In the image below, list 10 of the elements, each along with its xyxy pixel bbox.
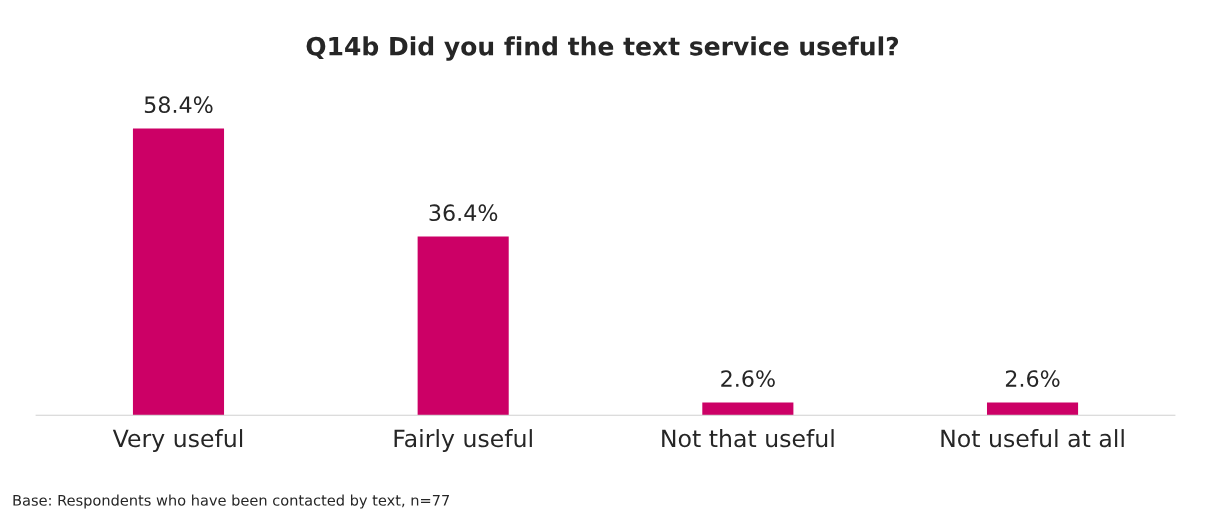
x-tick-label: Fairly useful — [394, 429, 532, 452]
data-label: 58.4% — [144, 96, 213, 114]
x-tick-label: Not that useful — [662, 429, 834, 448]
text: Base: Respondents who have been contacted by text, n=77 — [13, 494, 450, 509]
x-tick-label: Not useful at all — [941, 429, 1124, 448]
data-label: 2.6% — [1005, 370, 1060, 388]
data-label: 2.6% — [721, 370, 775, 388]
data-label: 36.4% — [429, 204, 498, 222]
chart-title: Q14b Did you find the text service useful? — [306, 36, 899, 61]
x-tick-label: Very useful — [112, 429, 243, 452]
